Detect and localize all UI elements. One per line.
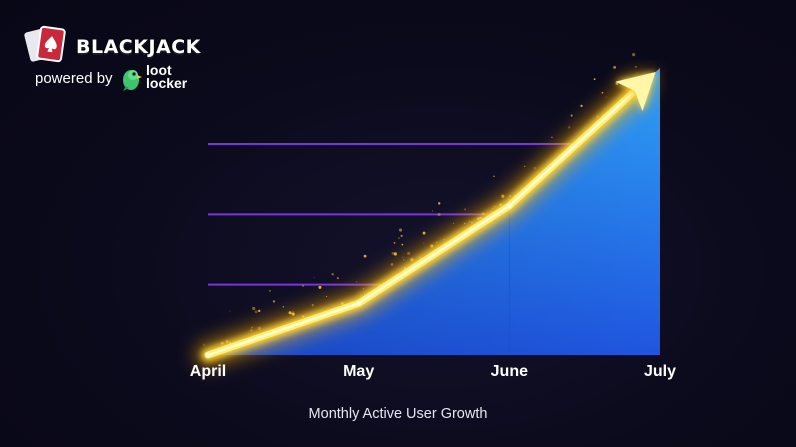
x-tick-label: June	[490, 363, 528, 380]
growth-area	[208, 68, 660, 355]
lootlocker-wordmark: loot locker	[146, 62, 188, 91]
brand-logo: BLACKJACK powered by loot locker	[22, 22, 222, 102]
powered-by-label: powered by	[35, 70, 113, 87]
growth-line	[195, 72, 656, 368]
chart-title: Monthly Active User Growth	[308, 406, 488, 422]
data-point	[205, 352, 211, 358]
brand-title: BLACKJACK	[76, 36, 201, 58]
data-point	[356, 300, 362, 306]
x-tick-label: May	[343, 363, 375, 380]
ace-of-spades-card-icon	[24, 25, 66, 63]
growth-arrow-head	[615, 72, 656, 112]
parrot-icon	[123, 70, 142, 91]
partner-name-line1: loot	[146, 62, 172, 78]
partner-name-line2: locker	[146, 75, 188, 91]
x-tick-label: July	[643, 363, 676, 380]
x-tick-label: April	[189, 363, 227, 380]
data-point	[506, 203, 512, 209]
